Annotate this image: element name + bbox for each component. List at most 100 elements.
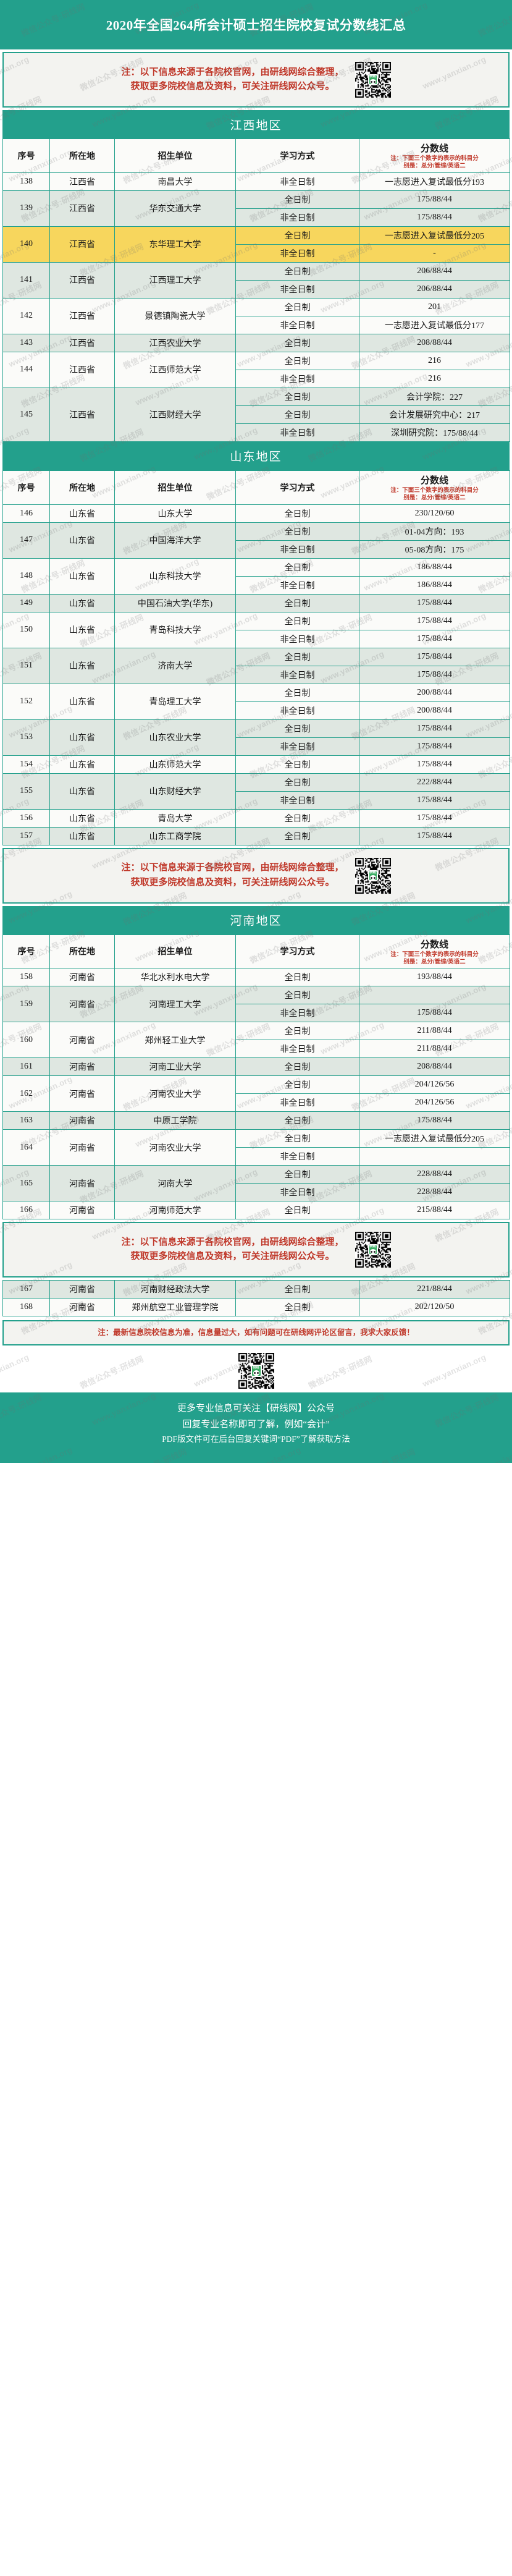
cell-school: 河南农业大学 bbox=[114, 1075, 236, 1112]
cell-score-line: 201 bbox=[359, 297, 510, 316]
cell-loc: 河南省 bbox=[49, 1298, 115, 1317]
cell-school: 华北水利水电大学 bbox=[114, 968, 236, 987]
cell-study-mode: 非全日制 bbox=[235, 369, 359, 388]
cell-school: 郑州航空工业管理学院 bbox=[114, 1298, 236, 1317]
cell-study-mode: 非全日制 bbox=[235, 1004, 359, 1023]
table-row: 非全日制 一志愿进入复试最低分177 bbox=[3, 315, 510, 334]
cell-score-line: 一志愿进入复试最低分193 bbox=[359, 172, 510, 191]
cell-score-line: 215/88/44 bbox=[359, 1201, 510, 1220]
cell-no: 149 bbox=[2, 593, 50, 612]
cell-score-line: 175/88/44 bbox=[359, 808, 510, 828]
mid-panda-icon bbox=[369, 875, 376, 880]
cell-study-mode: 全日制 bbox=[235, 333, 359, 352]
table-row: 162 河南省 河南农业大学 全日制 204/126/56 bbox=[2, 1075, 510, 1112]
cell-study-mode: 全日制 bbox=[235, 826, 359, 845]
cell-loc: 山东省 bbox=[49, 719, 115, 756]
cell-no: 155 bbox=[2, 773, 50, 810]
cell-school: 南昌大学 bbox=[114, 172, 236, 191]
cell-study-mode: 全日制 bbox=[235, 968, 359, 987]
cell-score-line: 01-04方向：193 bbox=[359, 522, 510, 541]
cell-no: 140 bbox=[2, 226, 50, 263]
henan-wechat-qr-icon: 研线 bbox=[355, 1232, 391, 1268]
cell-score-line: 175/88/44 bbox=[359, 629, 510, 648]
cell-study-mode: 全日制 bbox=[235, 773, 359, 792]
cell-score-line: 208/88/44 bbox=[359, 333, 510, 352]
column-header-col3: 招生单位 bbox=[114, 934, 236, 969]
cell-school: 江西农业大学 bbox=[114, 333, 236, 352]
table-row: 非全日制 05-08方向：175 bbox=[3, 540, 510, 559]
cell-study-mode: 非全日制 bbox=[235, 575, 359, 595]
region-band-1: 山东地区 bbox=[2, 441, 510, 470]
mid-notice-line1: 注：以下信息来源于各院校官网，由研线网综合整理， bbox=[121, 863, 344, 873]
cell-no: 142 bbox=[2, 297, 50, 334]
cell-score-line: 204/126/56 bbox=[359, 1075, 510, 1095]
cell-loc: 河南省 bbox=[49, 1165, 115, 1202]
table-header-row: 序号 所在地 招生单位 学习方式 分数线 注：下面三个数字的表示的科目分 别是：总分/管综/… bbox=[2, 934, 510, 969]
top-notice-text: 注：以下信息来源于各院校官网，由研线网综合整理， 获取更多院校信息及资料，可关注… bbox=[121, 66, 343, 95]
cell-loc: 河南省 bbox=[49, 968, 115, 987]
cell-study-mode: 全日制 bbox=[235, 1129, 359, 1148]
cell-study-mode: 非全日制 bbox=[235, 701, 359, 720]
column-header-col1: 序号 bbox=[2, 470, 50, 505]
cell-loc: 河南省 bbox=[49, 986, 115, 1023]
column-header-col4: 学习方式 bbox=[235, 934, 359, 969]
score-header-main: 分数线 bbox=[420, 475, 448, 486]
cell-school: 山东农业大学 bbox=[114, 719, 236, 756]
table-row: 143 江西省 江西农业大学 全日制 208/88/44 bbox=[2, 333, 510, 352]
cell-score-line: 175/88/44 bbox=[359, 790, 510, 810]
cell-score-line: 175/88/44 bbox=[359, 611, 510, 630]
cell-score-line: 206/88/44 bbox=[359, 261, 510, 281]
score-table-0: 序号 所在地 招生单位 学习方式 分数线 注：下面三个数字的表示的科目分 别是：总分/管综/… bbox=[2, 138, 510, 442]
table-row: 全日制 会计发展研究中心：217 bbox=[3, 405, 510, 424]
cell-no: 158 bbox=[2, 968, 50, 987]
table-row: 165 河南省 河南大学 全日制 228/88/44 bbox=[2, 1165, 510, 1202]
cell-loc: 山东省 bbox=[49, 504, 115, 523]
region-band-0: 江西地区 bbox=[2, 110, 510, 138]
cell-loc: 江西省 bbox=[49, 297, 115, 334]
cell-score-line: 208/88/44 bbox=[359, 1057, 510, 1077]
cell-study-mode: 非全日制 bbox=[235, 737, 359, 756]
cell-no: 145 bbox=[2, 387, 50, 442]
cell-no: 167 bbox=[2, 1280, 50, 1299]
region-title: 河南地区 bbox=[230, 915, 282, 928]
cell-score-line: 228/88/44 bbox=[359, 1165, 510, 1184]
cell-study-mode: 全日制 bbox=[235, 1057, 359, 1077]
cell-score-line: 175/88/44 bbox=[359, 208, 510, 227]
cell-study-mode: 非全日制 bbox=[235, 1147, 359, 1166]
table-row: 157 山东省 山东工商学院 全日制 175/88/44 bbox=[2, 826, 510, 845]
cell-score-line: 175/88/44 bbox=[359, 190, 510, 209]
cell-score-line: 175/88/44 bbox=[359, 593, 510, 612]
cell-school: 中国石油大学(华东) bbox=[114, 593, 236, 612]
score-header-note1: 注：下面三个数字的表示的科目分 bbox=[390, 486, 479, 494]
footer-qr-white-band: 研线 bbox=[0, 1348, 512, 1393]
cell-loc: 江西省 bbox=[49, 172, 115, 191]
cell-study-mode: 全日制 bbox=[235, 522, 359, 541]
henan-notice-line2: 获取更多院校信息及资料，可关注研线网公众号。 bbox=[130, 1252, 335, 1262]
score-header-note1: 注：下面三个数字的表示的科目分 bbox=[390, 155, 479, 162]
henan-notice-line1: 注：以下信息来源于各院校官网，由研线网综合整理， bbox=[121, 1237, 344, 1248]
cell-no: 152 bbox=[2, 683, 50, 720]
footer-line3: PDF版文件可在后台回复关键词“PDF”了解获取方法 bbox=[162, 1434, 350, 1444]
table-row: 非全日制 228/88/44 bbox=[3, 1183, 510, 1202]
cell-score-line: 186/88/44 bbox=[359, 575, 510, 595]
cell-no: 154 bbox=[2, 755, 50, 774]
cell-score-line: 206/88/44 bbox=[359, 279, 510, 299]
cell-study-mode: 全日制 bbox=[235, 1111, 359, 1130]
column-header-col4: 学习方式 bbox=[235, 138, 359, 173]
cell-study-mode: 全日制 bbox=[235, 986, 359, 1005]
cell-study-mode: 非全日制 bbox=[235, 279, 359, 299]
mid-notice-box: 注：以下信息来源于各院校官网，由研线网综合整理， 获取更多院校信息及资料，可关注研… bbox=[2, 847, 510, 904]
cell-score-line: 202/120/50 bbox=[359, 1298, 510, 1317]
column-header-col4: 学习方式 bbox=[235, 470, 359, 505]
cell-school: 江西财经大学 bbox=[114, 387, 236, 442]
cell-school: 东华理工大学 bbox=[114, 226, 236, 263]
cell-score-line: 216 bbox=[359, 351, 510, 370]
cell-school: 中国海洋大学 bbox=[114, 522, 236, 559]
cell-study-mode: 全日制 bbox=[235, 297, 359, 316]
score-header-note2: 别是：总分/管综/英语二 bbox=[403, 958, 466, 965]
cell-school: 江西理工大学 bbox=[114, 261, 236, 299]
cell-school: 青岛理工大学 bbox=[114, 683, 236, 720]
footer-line2: 回复专业名称即可了解，例如“会计” bbox=[182, 1419, 330, 1430]
cell-no: 141 bbox=[2, 261, 50, 299]
table-row: 非全日制 175/88/44 bbox=[3, 208, 510, 227]
